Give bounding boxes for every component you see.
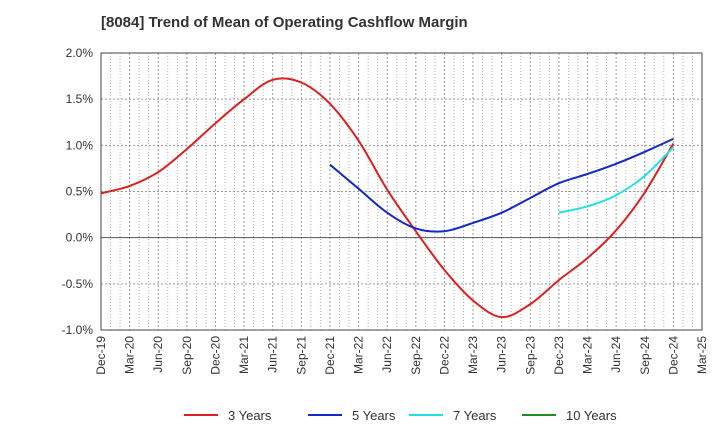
x-tick-label: Mar-22 (352, 336, 366, 374)
x-tick-label: Dec-20 (208, 336, 222, 375)
x-tick-label: Sep-24 (638, 336, 652, 375)
series-line-5-years (329, 137, 674, 233)
y-tick-label: 0.0% (66, 231, 94, 245)
legend-label: 7 Years (453, 407, 497, 423)
legend-swatch (409, 414, 443, 416)
legend-label: 5 Years (352, 407, 396, 423)
chart-title: [8084] Trend of Mean of Operating Cashfl… (101, 14, 468, 31)
series-line-7-years (558, 146, 675, 214)
x-tick-label: Sep-22 (409, 336, 423, 375)
x-tick-label: Sep-23 (523, 336, 537, 375)
y-tick-label: 1.5% (66, 92, 94, 106)
x-tick-label: Mar-23 (466, 336, 480, 374)
legend-label: 10 Years (566, 407, 617, 423)
y-tick-label: 1.0% (66, 138, 94, 152)
x-tick-label: Sep-20 (180, 336, 194, 375)
legend-swatch (522, 414, 556, 416)
legend-swatch (308, 414, 342, 416)
y-tick-label: -0.5% (62, 277, 94, 291)
legend-item-10-years: 10 Years (522, 404, 617, 426)
y-tick-label: 2.0% (66, 46, 94, 60)
x-tick-label: Sep-21 (294, 336, 308, 375)
legend-item-3-years: 3 Years (184, 404, 271, 426)
x-tick-label: Dec-23 (552, 336, 566, 375)
y-tick-label: -1.0% (62, 323, 94, 337)
legend-item-5-years: 5 Years (308, 404, 395, 426)
x-tick-label: Mar-20 (123, 336, 137, 374)
legend-swatch (184, 414, 218, 416)
x-tick-label: Dec-21 (323, 336, 337, 375)
x-tick-label: Jun-23 (495, 336, 509, 373)
plot-frame (100, 52, 703, 331)
x-tick-label: Jun-20 (151, 336, 165, 373)
x-tick-label: Dec-22 (437, 336, 451, 375)
x-tick-label: Mar-21 (237, 336, 251, 374)
x-tick-label: Jun-21 (266, 336, 280, 373)
x-tick-label: Mar-24 (581, 336, 595, 374)
series-line-3-years (100, 77, 675, 319)
legend-item-7-years: 7 Years (409, 404, 496, 426)
legend-label: 3 Years (228, 407, 272, 423)
x-tick-label: Mar-25 (695, 336, 709, 374)
legend: 3 Years 5 Years 7 Years 10 Years (0, 404, 720, 426)
y-tick-label: 0.5% (66, 185, 94, 199)
x-tick-label: Dec-24 (666, 336, 680, 375)
x-tick-label: Dec-19 (94, 336, 108, 375)
x-tick-label: Jun-24 (609, 336, 623, 373)
x-tick-label: Jun-22 (380, 336, 394, 373)
